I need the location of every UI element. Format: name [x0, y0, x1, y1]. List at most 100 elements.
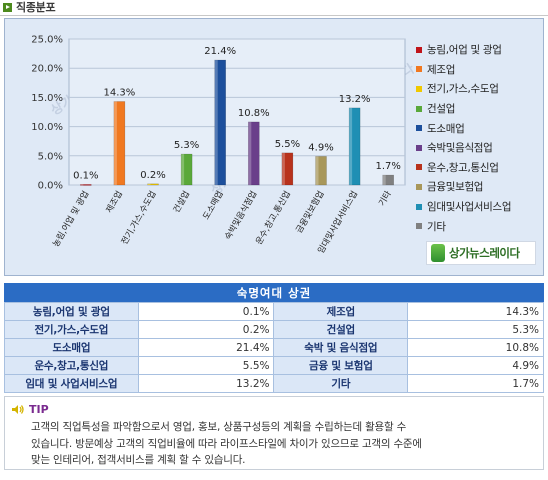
data-label: 14.3%: [104, 87, 136, 98]
occupation-label: 농림,어업 및 광업: [4, 302, 139, 321]
y-tick-label: 0.0%: [38, 181, 63, 192]
x-tick-label: 숙박및음식점업: [222, 189, 259, 242]
tip-line: 맞는 인테리어, 접객서비스를 계획 할 수 있습니다.: [31, 454, 246, 466]
occupation-value: 14.3%: [407, 302, 544, 321]
arrow-bullet-icon: [3, 2, 12, 12]
occupation-value: 21.4%: [137, 338, 275, 357]
section-header: 직종분포: [0, 0, 548, 14]
legend-label: 도소매업: [427, 122, 465, 135]
occupation-label: 금융 및 보험업: [273, 356, 409, 375]
table-row: 전기,가스,수도업 0.2% 건설업 5.3%: [4, 320, 544, 339]
legend-label: 임대및사업서비스업: [427, 201, 512, 214]
occupation-label: 제조업: [273, 302, 409, 321]
bar-highlight: [382, 175, 386, 185]
legend-label: 기타: [427, 220, 446, 233]
chart-panel: 상가뉴스레이다 상가뉴스레이다 상가뉴스레이다 0.0%5.0%10.0%15.…: [4, 18, 544, 276]
table-row: 도소매업 21.4% 숙박 및 음식점업 10.8%: [4, 338, 544, 357]
x-tick-label: 기타: [377, 189, 394, 208]
bar-highlight: [248, 121, 252, 185]
legend-label: 금융및보험업: [427, 181, 484, 194]
data-label: 5.5%: [275, 139, 300, 150]
tip-box: TIP 고객의 직업특성을 파악함으로서 영업, 홍보, 상품구성등의 계획을 …: [4, 396, 544, 470]
bar: [147, 183, 159, 186]
table-row: 운수,창고,통신업 5.5% 금융 및 보험업 4.9%: [4, 356, 544, 375]
tip-line: 고객의 직업특성을 파악함으로서 영업, 홍보, 상품구성등의 계획을 수립하는…: [31, 421, 407, 433]
occupation-table: 농림,어업 및 광업 0.1% 제조업 14.3% 전기,가스,수도업 0.2% 건설업 5.…: [4, 302, 544, 393]
bar-highlight: [315, 156, 319, 185]
occupation-value: 0.1%: [137, 302, 275, 321]
legend-label: 운수,창고,통신업: [427, 161, 499, 174]
legend-swatch: [416, 125, 422, 132]
occupation-label: 전기,가스,수도업: [4, 320, 139, 339]
occupation-label: 임대 및 사업서비스업: [4, 374, 139, 393]
table-title: 숙명여대 상권: [4, 283, 544, 302]
legend-swatch: [416, 46, 422, 53]
bar-highlight: [181, 154, 185, 185]
legend-item: 농림,어업 및 광업: [416, 40, 511, 60]
legend-label: 숙박및음식점업: [427, 142, 493, 155]
bar: [214, 59, 226, 186]
occupation-value: 0.2%: [137, 320, 275, 339]
legend-item: 임대및사업서비스업: [416, 197, 512, 217]
legend-swatch: [416, 164, 422, 171]
y-tick-label: 10.0%: [31, 122, 63, 133]
x-tick-label: 제조업: [105, 190, 125, 215]
occupation-value: 4.9%: [407, 356, 544, 375]
section-title: 직종분포: [16, 1, 56, 14]
bar: [113, 101, 126, 186]
data-label: 0.2%: [140, 170, 165, 181]
legend-item: 금융및보험업: [416, 177, 511, 197]
occupation-value: 10.8%: [407, 338, 544, 357]
data-label: 13.2%: [339, 94, 371, 105]
x-tick-label: 농림,어업 및 광업: [50, 189, 91, 249]
bar: [315, 156, 327, 186]
plot-area: [68, 38, 406, 186]
data-label: 21.4%: [204, 46, 236, 57]
bar-highlight: [214, 60, 218, 185]
data-label: 1.7%: [375, 161, 400, 172]
table-row: 농림,어업 및 광업 0.1% 제조업 14.3%: [4, 302, 544, 321]
legend-item: 숙박및음식점업: [416, 138, 511, 158]
legend-swatch: [416, 144, 422, 151]
tip-label: TIP: [29, 403, 49, 416]
legend-swatch: [416, 66, 422, 73]
tip-text: 고객의 직업특성을 파악함으로서 영업, 홍보, 상품구성등의 계획을 수립하는…: [31, 419, 541, 469]
occupation-label: 숙박 및 음식점업: [273, 338, 409, 357]
data-label: 5.3%: [174, 140, 199, 151]
header-divider: [0, 15, 548, 16]
legend-item: 전기,가스,수도업: [416, 79, 511, 99]
bar: [80, 184, 92, 186]
bar: [348, 107, 361, 186]
logo-text: 상가뉴스레이다: [449, 246, 520, 260]
occupation-value: 13.2%: [137, 374, 275, 393]
bar-chart: 0.0% 5.0% 10.0% 15.0% 20.0% 25.0% 0.1% 농림,어업 및 …: [31, 35, 406, 255]
occupation-label: 기타: [273, 374, 409, 393]
bar-highlight: [80, 184, 84, 186]
occupation-label: 운수,창고,통신업: [4, 356, 139, 375]
legend-swatch: [416, 203, 422, 210]
legend-item: 제조업: [416, 60, 511, 80]
legend-swatch: [416, 105, 422, 112]
x-tick-label: 운수,창고,통신업: [254, 190, 293, 247]
legend-label: 건설업: [427, 103, 456, 116]
legend-item: 기타: [416, 216, 511, 236]
bar: [281, 152, 294, 186]
legend-swatch: [416, 85, 422, 92]
bar-highlight: [113, 101, 117, 185]
legend-item: 건설업: [416, 99, 511, 119]
y-tick-label: 15.0%: [31, 93, 63, 104]
bar-highlight: [349, 107, 353, 185]
y-tick-label: 5.0%: [38, 151, 63, 162]
legend-item: 도소매업: [416, 118, 511, 138]
x-tick-label: 건설업: [171, 189, 192, 215]
legend-label: 전기,가스,수도업: [427, 83, 499, 96]
legend-label: 제조업: [427, 63, 456, 76]
legend-label: 농림,어업 및 광업: [427, 44, 502, 57]
table-row: 임대 및 사업서비스업 13.2% 기타 1.7%: [4, 374, 544, 393]
brand-logo: 상가뉴스레이다: [426, 241, 536, 265]
bar: [180, 153, 193, 186]
legend-swatch: [416, 223, 422, 230]
logo-mark-icon: [431, 244, 445, 262]
data-label: 4.9%: [308, 142, 333, 153]
